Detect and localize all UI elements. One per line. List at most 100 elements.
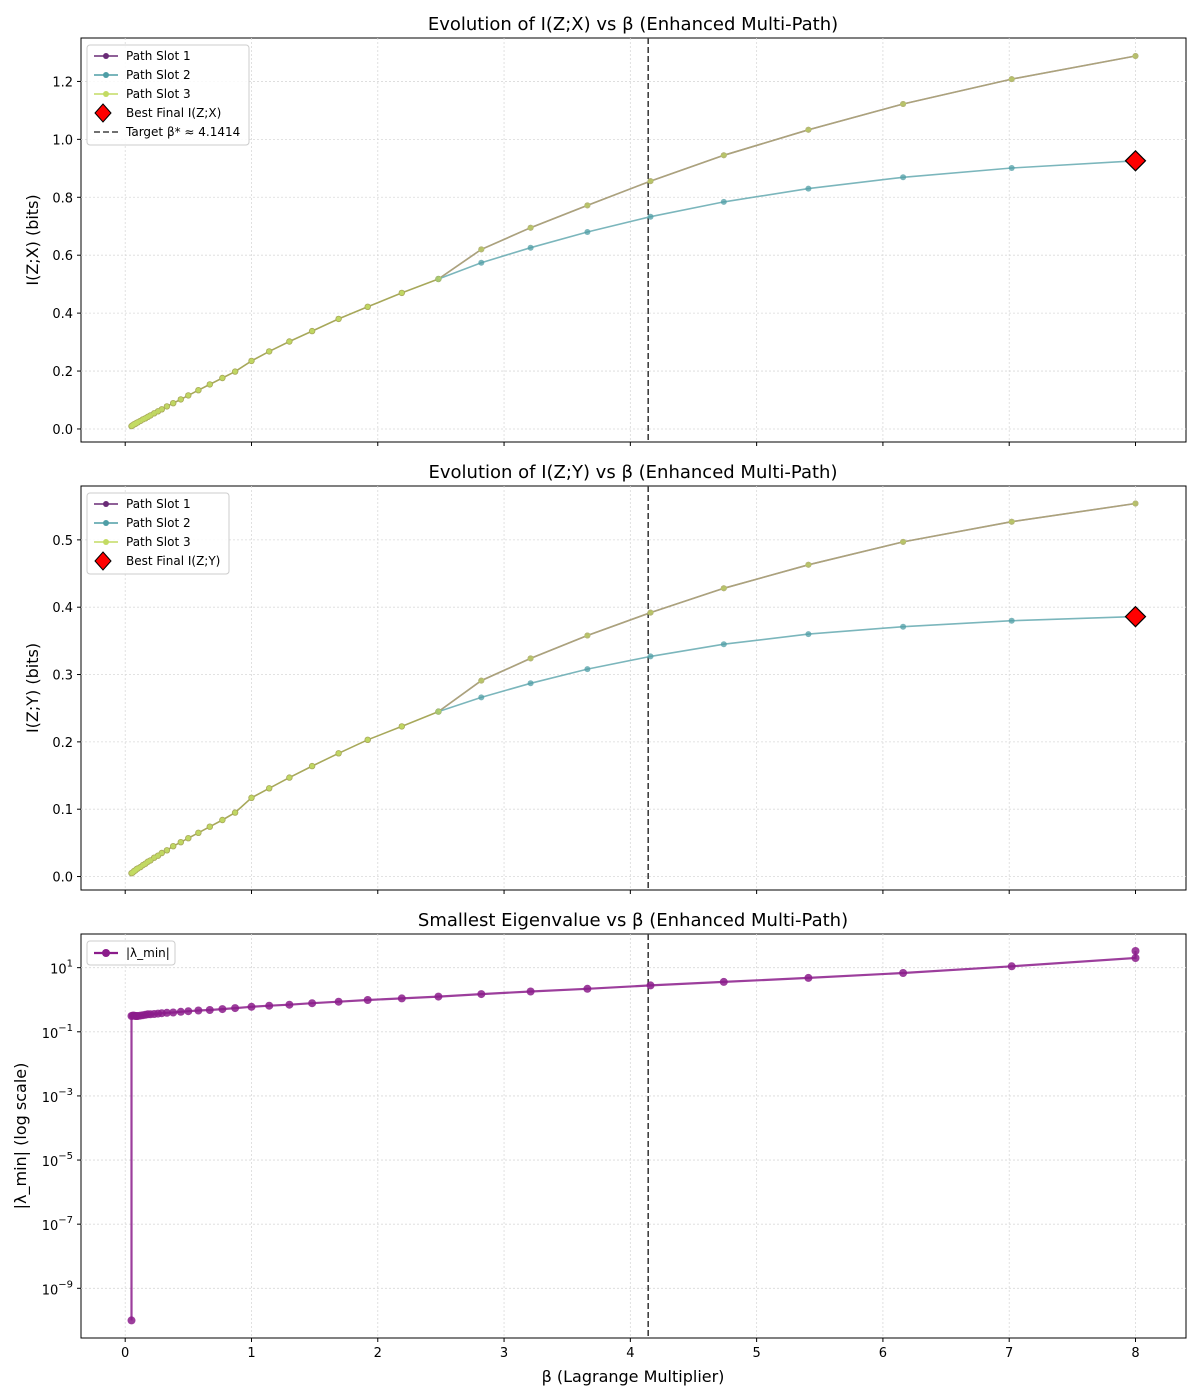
data-point-slot3	[720, 152, 727, 159]
x-tick-label: 7	[1005, 1346, 1013, 1361]
data-point-shared	[220, 375, 225, 381]
data-point-slot2	[1008, 617, 1015, 624]
data-point-shared	[365, 737, 371, 743]
legend-label-best: Best Final I(Z;Y)	[126, 554, 220, 568]
data-point-slot2	[647, 213, 654, 220]
plot-area	[80, 37, 1187, 443]
x-axis-label: β (Lagrange Multiplier)	[542, 1367, 725, 1386]
data-point-shared	[178, 839, 184, 845]
data-point-shared	[399, 290, 405, 296]
panel-izx: 0.0 0.2 0.4 0.6 0.8 1.0 1.2 Evolution of I(Z;X…	[23, 14, 1187, 446]
y-tick-label: 0.8	[52, 191, 73, 206]
legend-box	[86, 44, 250, 146]
data-point-shared	[159, 406, 165, 412]
panel-izy: 0.0 0.1 0.2 0.3 0.4 0.5 Evolution of I(Z;Y) v…	[23, 462, 1187, 894]
y-tick-label: 0.4	[52, 601, 73, 616]
data-point-lambda	[205, 1006, 214, 1014]
data-point-lambda	[1131, 954, 1140, 962]
legend-box	[86, 940, 176, 966]
y-tick-label: 0.1	[52, 803, 73, 818]
chart-title: Evolution of I(Z;X) vs β (Enhanced Multi…	[428, 14, 838, 35]
x-tick-label: 2	[374, 1346, 382, 1361]
data-point-slot3	[478, 677, 485, 684]
legend-marker-lambda	[102, 949, 110, 957]
data-point-shared	[164, 847, 170, 853]
data-point-slot3	[584, 202, 591, 209]
y-tick-label: 10−7	[42, 1215, 73, 1234]
data-point-slot2	[805, 631, 812, 638]
data-point-lambda	[218, 1005, 227, 1014]
data-point-shared	[309, 763, 315, 769]
data-point-shared	[266, 785, 272, 791]
legend-label-slot3: Path Slot 3	[126, 87, 191, 101]
data-point-shared	[159, 850, 165, 856]
data-point-shared	[232, 369, 238, 374]
legend-best-diamond	[94, 103, 112, 123]
series-line-slot2	[438, 615, 1136, 713]
data-point-slot3	[805, 561, 812, 568]
data-marks	[127, 934, 1140, 1338]
data-point-shared	[287, 339, 292, 344]
x-tick-label: 1	[247, 1346, 255, 1361]
data-point-shared	[148, 858, 153, 863]
data-point-slot3	[647, 609, 654, 616]
data-marks	[128, 38, 1147, 442]
y-ticks: 10−9 10−7 10−5 10−3 10−1 101	[42, 959, 81, 1298]
data-point-lambda	[162, 1008, 171, 1017]
data-point-slot2	[584, 229, 591, 235]
data-point-shared	[170, 400, 176, 406]
y-tick-label: 10−3	[42, 1087, 73, 1106]
y-ticks: 0.0 0.2 0.4 0.6 0.8 1.0 1.2	[52, 75, 81, 438]
y-tick-label: 10−1	[42, 1023, 73, 1042]
data-point-lambda	[169, 1008, 178, 1017]
chart-title: Evolution of I(Z;Y) vs β (Enhanced Multi…	[429, 462, 838, 483]
data-point-slot3	[900, 101, 907, 107]
data-point-slot2	[527, 680, 534, 687]
data-point-shared	[151, 855, 157, 861]
y-tick-label: 0.2	[52, 365, 73, 380]
x-ticks	[124, 442, 1136, 446]
data-point-lambda	[308, 999, 317, 1008]
data-point-shared	[365, 304, 371, 310]
data-point-lambda	[434, 992, 443, 1001]
x-tick-label: 8	[1131, 1346, 1139, 1361]
data-point-slot3	[720, 585, 727, 592]
data-point-shared	[185, 393, 191, 398]
data-marks	[128, 486, 1147, 890]
data-point-shared	[155, 408, 161, 414]
y-tick-label: 0.5	[52, 534, 73, 549]
data-point-lambda	[176, 1007, 185, 1016]
x-tick-label: 0	[121, 1346, 129, 1361]
y-tick-label: 0.6	[52, 249, 73, 264]
data-point-slot3	[527, 655, 534, 662]
x-tick-label: 6	[879, 1346, 887, 1361]
y-ticks: 0.0 0.1 0.2 0.3 0.4 0.5	[52, 534, 81, 886]
data-point-shared	[287, 775, 292, 780]
series-line-slot3	[437, 502, 1136, 713]
legend-label-slot2: Path Slot 2	[126, 516, 191, 530]
data-point-shared	[196, 387, 201, 393]
data-point-slot3	[527, 224, 534, 231]
y-tick-label: 0.0	[52, 423, 73, 438]
plot-area	[80, 933, 1187, 1339]
y-tick-label: 101	[50, 959, 73, 978]
data-point-lambda	[194, 1006, 203, 1015]
data-point-shared	[309, 328, 315, 334]
data-point-lambda	[477, 990, 486, 999]
y-axis-label: I(Z;Y) (bits)	[23, 643, 42, 733]
data-point-slot3	[435, 276, 442, 282]
data-point-slot3	[1132, 500, 1139, 507]
legend-best-diamond	[94, 551, 112, 571]
panel-eigenvalue: 10−9 10−7 10−5 10−3 10−1 101 0 1 2 3 4 5 6 7 8 Smalle…	[11, 910, 1187, 1361]
data-point-shared	[220, 817, 225, 823]
data-point-shared	[178, 397, 184, 402]
legend-label-slot1: Path Slot 1	[126, 497, 191, 511]
legend-marker-slot3	[103, 91, 109, 97]
legend: Path Slot 1 Path Slot 2 Path Slot 3 Best…	[86, 492, 230, 575]
data-point-lambda	[247, 1002, 256, 1011]
data-point-slot2	[900, 174, 907, 181]
data-point-slot2	[900, 623, 907, 630]
plot-area	[80, 485, 1187, 891]
data-point-lambda	[363, 996, 372, 1004]
